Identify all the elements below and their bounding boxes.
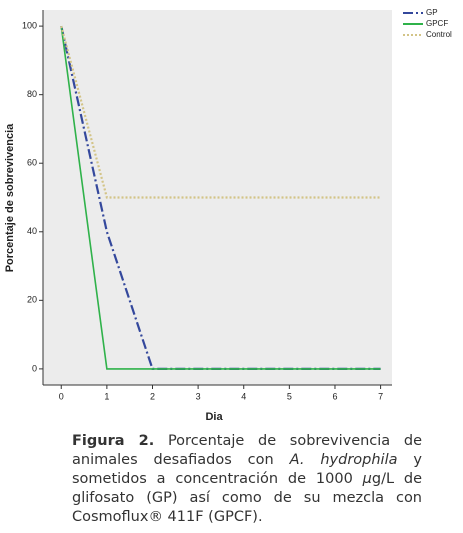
x-axis-label: Dia [205, 411, 223, 423]
x-tick-label: 0 [59, 391, 64, 401]
series-line [60, 25, 381, 199]
legend-label: Control [426, 30, 452, 39]
y-tick-label: 60 [27, 158, 37, 168]
caption-label: Figura 2. [72, 433, 155, 449]
caption-text: μ [362, 471, 372, 487]
caption: Figura 2. Porcentaje de sobrevivencia de… [72, 432, 422, 527]
y-axis-label: Porcentaje de sobrevivencia [4, 123, 16, 272]
y-tick-label: 40 [27, 226, 37, 236]
x-tick-label: 6 [332, 391, 337, 401]
y-tick-label: 100 [22, 20, 37, 30]
x-tick-label: 4 [241, 391, 246, 401]
x-tick-label: 7 [378, 391, 383, 401]
plot-area [43, 10, 392, 385]
y-tick-label: 20 [27, 295, 37, 305]
y-tick-label: 80 [27, 89, 37, 99]
caption-text: Porcentaje de sobrevivencia de animales … [72, 433, 423, 468]
x-tick-label: 2 [150, 391, 155, 401]
caption-text: g/L de glifosato (GP) así como de su mez… [72, 471, 423, 525]
caption-text: A. hydrophila [289, 452, 398, 468]
chart: Dia Porcentaje de sobrevivencia 02040608… [4, 8, 452, 423]
caption-text: y sometidos a concentración de 1000 [72, 452, 422, 487]
series-line [60, 26, 381, 370]
x-tick-label: 5 [287, 391, 292, 401]
legend-label: GPCF [426, 19, 448, 28]
legend-label: GP [426, 8, 438, 17]
y-tick-label: 0 [32, 363, 37, 373]
x-tick-label: 1 [104, 391, 109, 401]
x-tick-label: 3 [196, 391, 201, 401]
